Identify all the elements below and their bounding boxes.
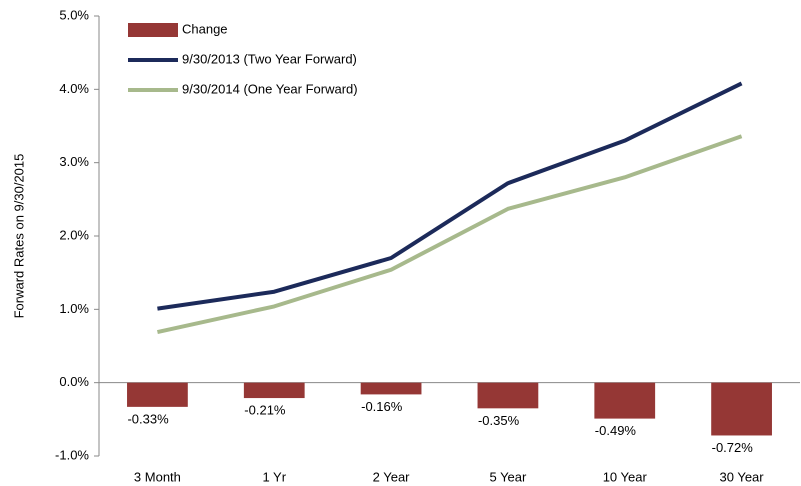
bar: [477, 382, 539, 409]
data-label: -0.35%: [478, 413, 520, 428]
y-tick-label: 1.0%: [59, 301, 89, 316]
x-tick-label: 30 Year: [720, 469, 765, 484]
data-label: -0.21%: [244, 403, 286, 418]
y-tick-label: 3.0%: [59, 154, 89, 169]
bar: [711, 382, 772, 436]
legend-label: Change: [182, 21, 228, 36]
data-label: -0.33%: [127, 411, 169, 426]
data-label: -0.49%: [595, 423, 637, 438]
y-axis-label: Forward Rates on 9/30/2015: [11, 154, 26, 319]
bar: [594, 382, 656, 419]
y-tick-label: 5.0%: [59, 7, 89, 22]
x-tick-label: 5 Year: [489, 469, 527, 484]
y-tick-label: 2.0%: [59, 227, 89, 242]
data-label: -0.72%: [712, 440, 754, 455]
legend-label: 9/30/2013 (Two Year Forward): [182, 51, 357, 66]
legend-label: 9/30/2014 (One Year Forward): [182, 81, 358, 96]
line: [156, 134, 743, 335]
line: [157, 81, 743, 311]
y-tick-label: -1.0%: [55, 447, 89, 462]
bar: [243, 382, 305, 399]
x-tick-label: 10 Year: [603, 469, 648, 484]
data-label: -0.16%: [361, 399, 403, 414]
bar: [127, 382, 188, 407]
legend-swatch: [128, 23, 178, 37]
y-tick-label: 0.0%: [59, 374, 89, 389]
bar: [360, 382, 422, 395]
x-tick-label: 2 Year: [373, 469, 411, 484]
y-tick-label: 4.0%: [59, 81, 89, 96]
x-tick-label: 3 Month: [134, 469, 181, 484]
x-tick-label: 1 Yr: [262, 469, 286, 484]
